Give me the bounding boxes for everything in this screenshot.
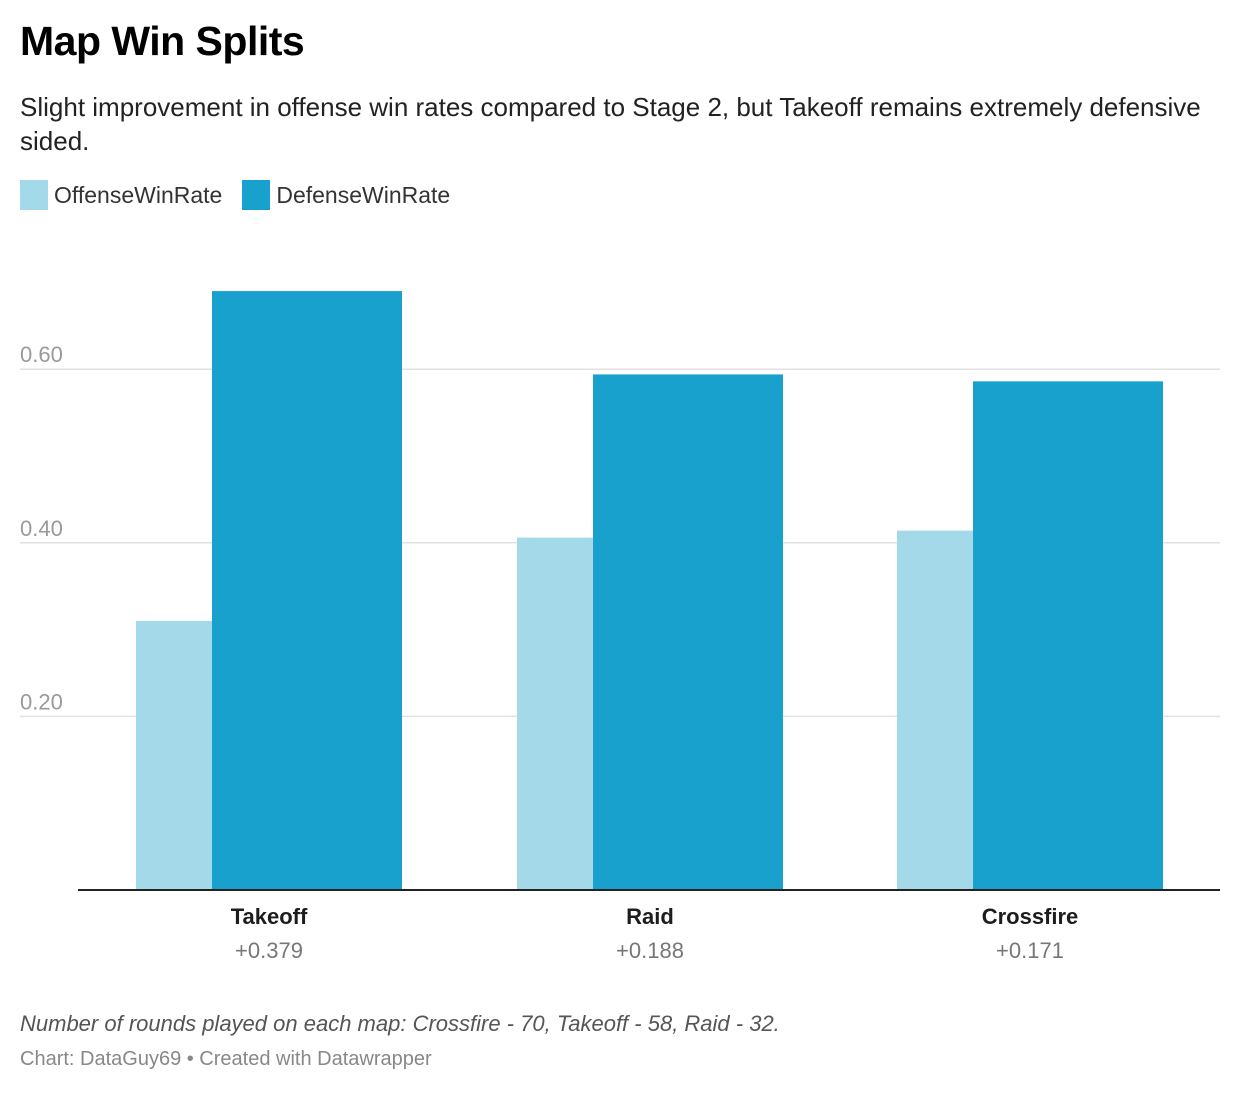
defense-bar-raid — [593, 374, 783, 891]
offense-bar-raid — [517, 537, 593, 890]
chart-subtitle: Slight improvement in offense win rates … — [20, 92, 1201, 156]
bar-chart: 0.20 0.40 0.60 Takeoff +0.379 Raid +0.188 Cross… — [20, 291, 1220, 963]
x-tick-sublabel: +0.188 — [616, 938, 684, 963]
defense-bar-takeoff — [212, 291, 402, 891]
x-tick-label: Raid — [626, 904, 674, 929]
chart-title: Map Win Splits — [20, 18, 305, 64]
offense-bar-crossfire — [897, 530, 973, 890]
legend-label-offense: OffenseWinRate — [54, 181, 223, 208]
legend-swatch-offense — [20, 180, 48, 210]
y-tick-label: 0.40 — [20, 516, 63, 541]
legend-item-defense: DefenseWinRate — [242, 180, 450, 210]
y-tick-label: 0.60 — [20, 342, 63, 367]
legend-swatch-defense — [242, 180, 271, 210]
x-tick-label: Crossfire — [982, 904, 1079, 929]
legend-label-defense: DefenseWinRate — [276, 181, 451, 208]
x-tick-sublabel: +0.171 — [996, 938, 1064, 963]
chart-notes: Number of rounds played on each map: Cro… — [20, 1011, 780, 1036]
defense-bar-crossfire — [973, 381, 1163, 890]
legend-item-offense: OffenseWinRate — [20, 180, 222, 210]
x-tick-sublabel: +0.379 — [235, 938, 303, 963]
legend: OffenseWinRate DefenseWinRate — [20, 180, 470, 210]
offense-bar-takeoff — [136, 620, 212, 890]
chart-credit: Chart: DataGuy69 • Created with Datawrap… — [20, 1048, 432, 1070]
y-tick-label: 0.20 — [20, 689, 63, 714]
x-tick-label: Takeoff — [231, 904, 308, 929]
